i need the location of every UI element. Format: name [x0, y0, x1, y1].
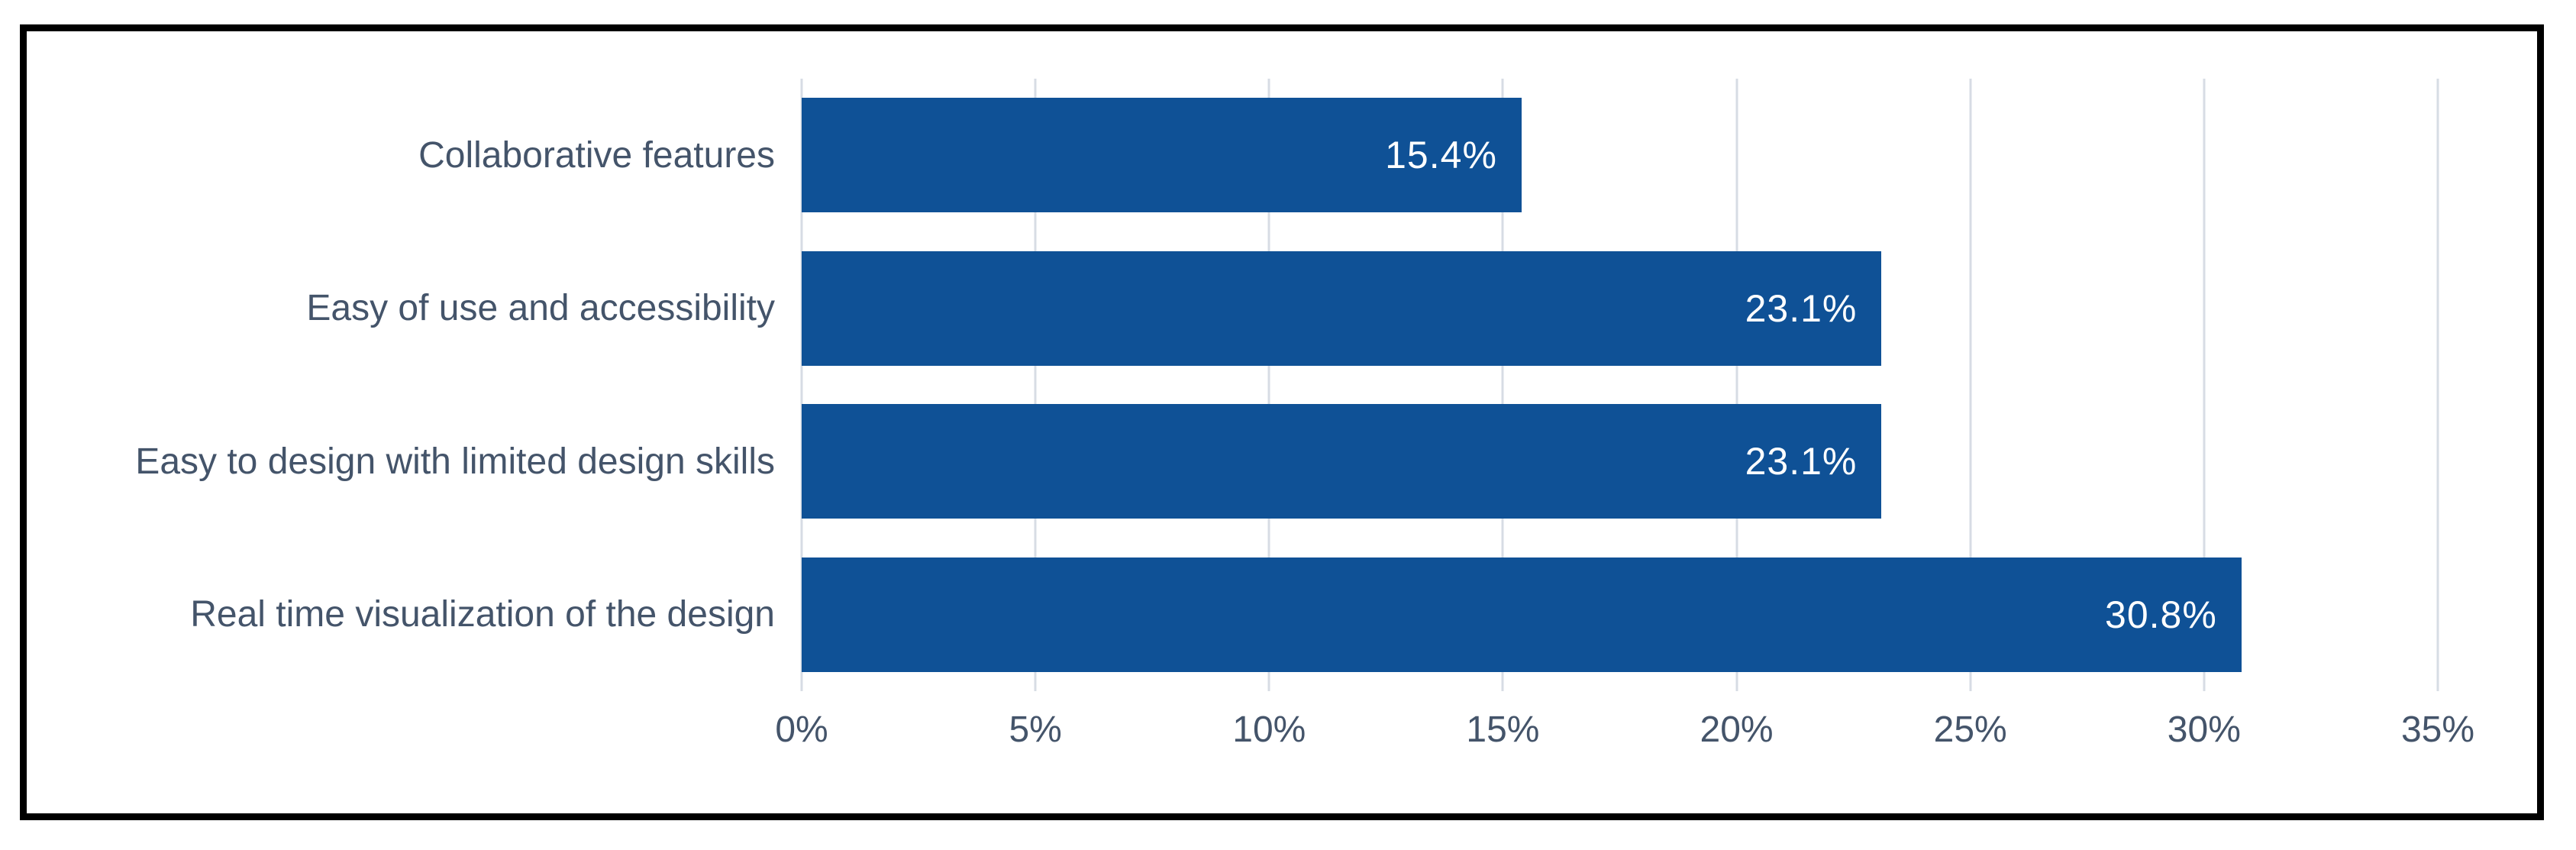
x-tick-label: 35%: [2400, 709, 2475, 750]
x-tick-label: 5%: [1009, 709, 1062, 750]
bar: 23.1%: [802, 250, 1882, 366]
x-tick-label: 10%: [1232, 709, 1306, 750]
bar: 30.8%: [802, 557, 2242, 672]
x-tick-label: 25%: [1933, 709, 2007, 750]
x-tick-label: 20%: [1700, 709, 1774, 750]
bar-row: 23.1%: [802, 385, 2438, 538]
category-label: Easy to design with limited design skill…: [135, 441, 775, 482]
gridline: [2203, 79, 2206, 691]
category-axis: Collaborative features Easy of use and ac…: [38, 79, 775, 691]
x-tick-label: 0%: [775, 709, 828, 750]
bar-value-label: 30.8%: [2105, 593, 2217, 636]
bar-row: 30.8%: [802, 538, 2438, 692]
bar-rows: 15.4% 23.1% 23.1% 30.8%: [802, 79, 2438, 691]
gridline: [1501, 79, 1504, 691]
plot-area: 15.4% 23.1% 23.1% 30.8%: [800, 79, 2439, 691]
bar-value-label: 23.1%: [1745, 440, 1858, 483]
bar-value-label: 15.4%: [1385, 134, 1497, 177]
x-tick-label: 30%: [2167, 709, 2241, 750]
bar: 23.1%: [802, 404, 1882, 519]
category-label: Collaborative features: [418, 134, 775, 176]
gridline: [800, 79, 803, 691]
bar-row: 15.4%: [802, 79, 2438, 232]
category-label: Easy of use and accessibility: [306, 288, 775, 329]
gridline: [1034, 79, 1037, 691]
x-axis: 0% 5% 10% 15% 20% 25% 30% 35%: [775, 709, 2474, 777]
gridline: [1969, 79, 1972, 691]
gridline: [1735, 79, 1738, 691]
bar-value-label: 23.1%: [1745, 286, 1858, 330]
gridline: [1267, 79, 1270, 691]
bar-row: 23.1%: [802, 232, 2438, 386]
chart-frame: 15.4% 23.1% 23.1% 30.8% Collaborative featu…: [20, 24, 2544, 820]
x-tick-label: 15%: [1466, 709, 1540, 750]
gridline: [2436, 79, 2439, 691]
bar: 15.4%: [802, 98, 1522, 213]
category-label: Real time visualization of the design: [190, 594, 775, 635]
